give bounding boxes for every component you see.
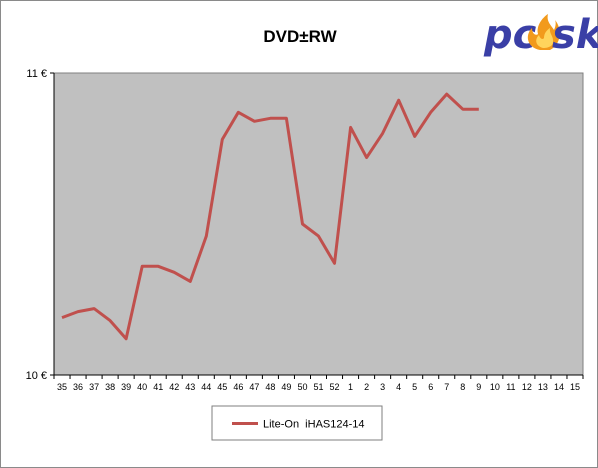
x-tick-label: 6 <box>428 382 433 392</box>
x-tick-label: 37 <box>89 382 99 392</box>
y-axis: 10 € 11 € <box>26 68 55 382</box>
x-tick-label: 48 <box>265 382 275 392</box>
legend: Lite-On iHAS124-14 <box>211 405 383 441</box>
x-tick-label: 40 <box>137 382 147 392</box>
series-layer <box>61 92 479 341</box>
x-tick-label: 36 <box>73 382 83 392</box>
legend-label: Lite-On iHAS124-14 <box>263 419 365 431</box>
x-tick-label: 2 <box>364 382 369 392</box>
x-tick-label: 51 <box>313 382 323 392</box>
x-tick-label: 10 <box>490 382 500 392</box>
x-tick-label: 42 <box>169 382 179 392</box>
chart-title: DVD±RW <box>263 27 337 46</box>
x-tick-label: 12 <box>522 382 532 392</box>
x-tick-label: 15 <box>570 382 580 392</box>
series-line <box>61 92 479 341</box>
plot-area <box>53 72 584 376</box>
x-tick-label: 11 <box>506 382 515 392</box>
x-tick-label: 44 <box>201 382 211 392</box>
x-tick-label: 14 <box>554 382 564 392</box>
x-tick-label: 45 <box>217 382 227 392</box>
pcsk-logo: pc sk <box>483 12 598 58</box>
y-tick-label: 10 € <box>26 370 47 382</box>
logo-text-left: pc <box>483 12 537 58</box>
x-tick-label: 46 <box>233 382 243 392</box>
x-tick-label: 50 <box>297 382 307 392</box>
x-tick-label: 4 <box>396 382 401 392</box>
x-tick-label: 9 <box>476 382 481 392</box>
x-tick-label: 13 <box>538 382 548 392</box>
x-tick-label: 7 <box>444 382 449 392</box>
logo-text-right: sk <box>552 12 598 58</box>
x-tick-label: 41 <box>153 382 163 392</box>
x-tick-label: 35 <box>57 382 67 392</box>
x-tick-label: 39 <box>121 382 131 392</box>
x-tick-label: 3 <box>380 382 385 392</box>
x-tick-label: 38 <box>105 382 115 392</box>
x-axis: 35 36 37 38 39 40 41 42 43 44 45 46 47 48 49 50 51 52 1 2 3 4… <box>53 374 584 392</box>
x-tick-label: 47 <box>249 382 259 392</box>
x-tick-label: 43 <box>185 382 195 392</box>
x-tick-label: 49 <box>281 382 291 392</box>
x-tick-label: 5 <box>412 382 417 392</box>
x-tick-label: 52 <box>330 382 340 392</box>
flame-icon <box>527 14 560 50</box>
x-tick-label: 8 <box>460 382 465 392</box>
y-tick-label: 11 € <box>26 68 47 80</box>
x-tick-label: 1 <box>348 382 353 392</box>
